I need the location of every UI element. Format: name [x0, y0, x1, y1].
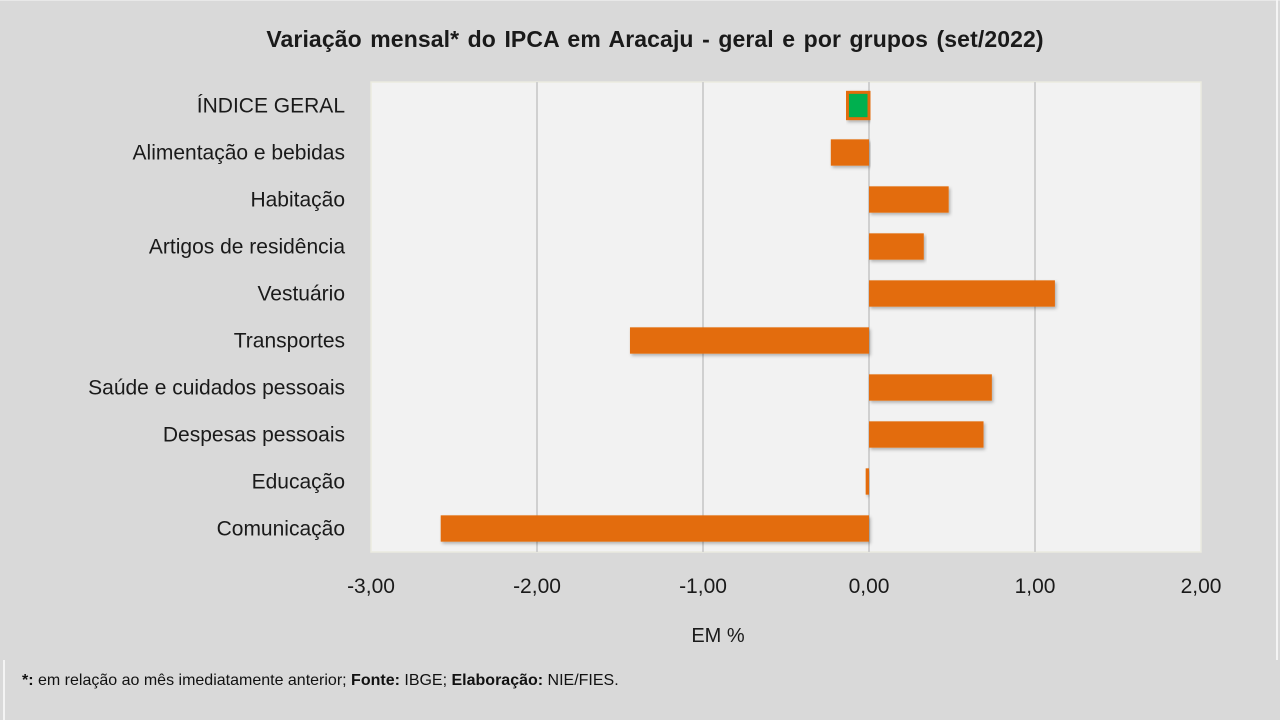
footer-note-text: em relação ao mês imediatamente anterior… — [33, 672, 352, 689]
bars — [440, 90, 1055, 542]
plot-area — [370, 81, 1202, 553]
x-tick-label: 1,00 — [1015, 575, 1056, 598]
frame-top-line — [0, 0, 1280, 1]
category-label: Alimentação e bebidas — [133, 142, 345, 165]
x-axis-title: EM % — [691, 625, 745, 647]
bar-8 — [865, 468, 869, 495]
footer-source-text: IBGE; — [399, 672, 452, 689]
category-label: ÍNDICE GERAL — [197, 95, 345, 118]
x-tick-label: -1,00 — [679, 575, 727, 598]
bar-4 — [869, 280, 1055, 307]
bar-6 — [869, 374, 992, 401]
bar-3 — [869, 233, 924, 260]
bar-9 — [440, 515, 869, 542]
category-label: Educação — [252, 471, 345, 494]
bar-5 — [629, 327, 869, 354]
category-labels: ÍNDICE GERAL Alimentação e bebidas Habitaç… — [88, 95, 345, 541]
category-label: Saúde e cuidados pessoais — [88, 377, 345, 400]
bar-0 — [845, 90, 871, 121]
category-label: Comunicação — [217, 518, 345, 541]
x-tick-label: -2,00 — [513, 575, 561, 598]
footer-prepared-label: Elaboração: — [451, 672, 544, 689]
x-tick-label: 0,00 — [849, 575, 890, 598]
footer-note: *: em relação ao mês imediatamente anter… — [22, 672, 619, 690]
x-tick-labels: -3,00 -2,00 -1,00 0,00 1,00 2,00 — [347, 575, 1221, 598]
bar-7 — [869, 421, 984, 448]
footer-note-marker: *: — [22, 672, 34, 689]
chart-title: Variação mensal* do IPCA em Aracaju - ge… — [266, 26, 1044, 52]
category-label: Artigos de residência — [149, 236, 345, 259]
x-tick-label: 2,00 — [1181, 575, 1222, 598]
category-label: Despesas pessoais — [163, 424, 345, 447]
category-label: Vestuário — [257, 283, 345, 306]
category-label: Transportes — [234, 330, 345, 353]
footer-source-label: Fonte: — [351, 672, 400, 689]
x-tick-label: -3,00 — [347, 575, 395, 598]
footer-prepared-text: NIE/FIES. — [543, 672, 619, 689]
category-label: Habitação — [250, 189, 345, 212]
frame-right-line — [1276, 0, 1278, 660]
bar-2 — [869, 186, 949, 213]
bar-1 — [830, 139, 869, 166]
frame-left-line — [3, 660, 5, 720]
